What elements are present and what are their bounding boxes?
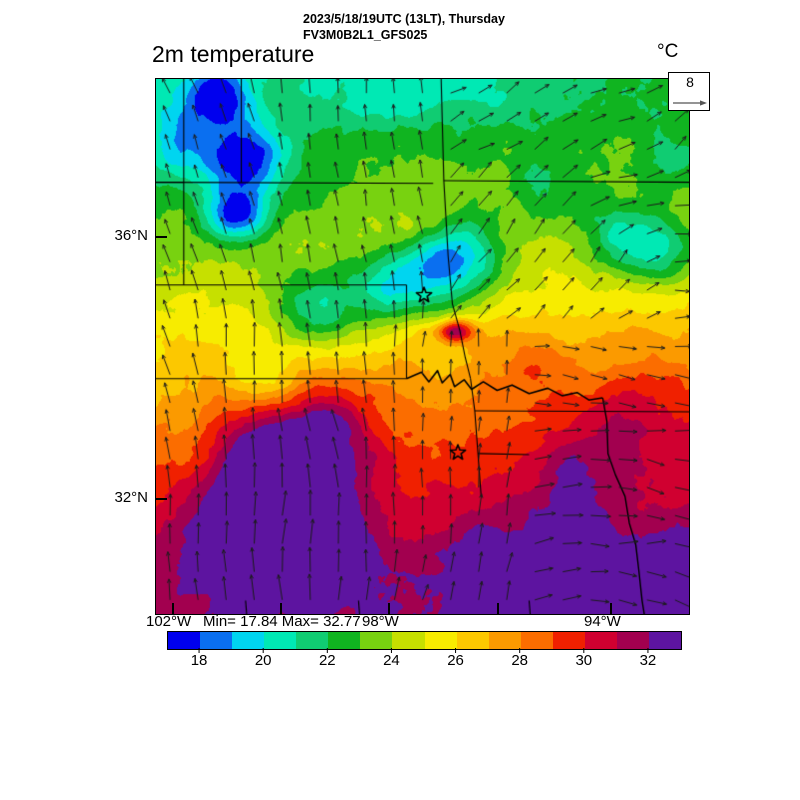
colorbar-segment bbox=[392, 632, 425, 649]
colorbar-tick-label: 28 bbox=[511, 652, 529, 669]
colorbar-segment bbox=[584, 632, 617, 649]
colorbar-tick-label: 20 bbox=[254, 652, 272, 669]
latitude-label: 36°N bbox=[114, 227, 148, 244]
min-max-stats: Min= 17.84 Max= 32.77 bbox=[203, 613, 361, 630]
colorbar-segment bbox=[488, 632, 521, 649]
colorbar bbox=[167, 631, 682, 650]
colorbar-labels: 18 20 22 24 26 28 30 32 bbox=[0, 652, 800, 672]
latitude-tick bbox=[155, 498, 167, 500]
colorbar-ticks bbox=[198, 648, 649, 653]
latitude-tick bbox=[155, 236, 167, 238]
colorbar-tick-label: 26 bbox=[447, 652, 464, 669]
longitude-label: 98°W bbox=[362, 613, 399, 630]
longitude-tick bbox=[610, 603, 612, 615]
colorbar-segment bbox=[552, 632, 585, 649]
colorbar-segment bbox=[328, 632, 361, 649]
longitude-tick bbox=[280, 603, 282, 615]
colorbar-segment bbox=[648, 632, 681, 649]
wind-vector-legend-value: 8 bbox=[686, 74, 694, 90]
colorbar-segment bbox=[168, 632, 201, 649]
colorbar-segment bbox=[424, 632, 457, 649]
colorbar-tick-label: 22 bbox=[318, 652, 336, 669]
temperature-field-canvas bbox=[156, 79, 689, 614]
colorbar-segment bbox=[264, 632, 297, 649]
colorbar-segment bbox=[456, 632, 489, 649]
temperature-map[interactable] bbox=[155, 78, 690, 615]
colorbar-segment bbox=[360, 632, 393, 649]
colorbar-segment bbox=[296, 632, 329, 649]
wind-vector-arrow-icon bbox=[673, 100, 707, 106]
colorbar-segment bbox=[616, 632, 649, 649]
colorbar-tick-label: 30 bbox=[575, 652, 593, 669]
colorbar-segment bbox=[520, 632, 553, 649]
forecast-timestamp: 2023/5/18/19UTC (13LT), Thursday bbox=[303, 12, 505, 26]
colorbar-tick-label: 24 bbox=[383, 652, 400, 669]
page-title: 2m temperature bbox=[152, 41, 315, 67]
longitude-tick bbox=[172, 603, 174, 615]
units-label: °C bbox=[657, 41, 679, 62]
longitude-label: 94°W bbox=[584, 613, 621, 630]
longitude-tick bbox=[388, 603, 390, 615]
longitude-tick bbox=[497, 603, 499, 615]
wind-vector-legend: 8 bbox=[668, 72, 710, 111]
colorbar-tick-label: 32 bbox=[639, 652, 657, 669]
latitude-label: 32°N bbox=[114, 489, 148, 506]
colorbar-segment bbox=[232, 632, 265, 649]
colorbar-segment bbox=[200, 632, 233, 649]
colorbar-tick-label: 18 bbox=[190, 652, 208, 669]
longitude-label: 102°W bbox=[146, 613, 192, 630]
model-name-label: FV3M0B2L1_GFS025 bbox=[303, 28, 428, 42]
